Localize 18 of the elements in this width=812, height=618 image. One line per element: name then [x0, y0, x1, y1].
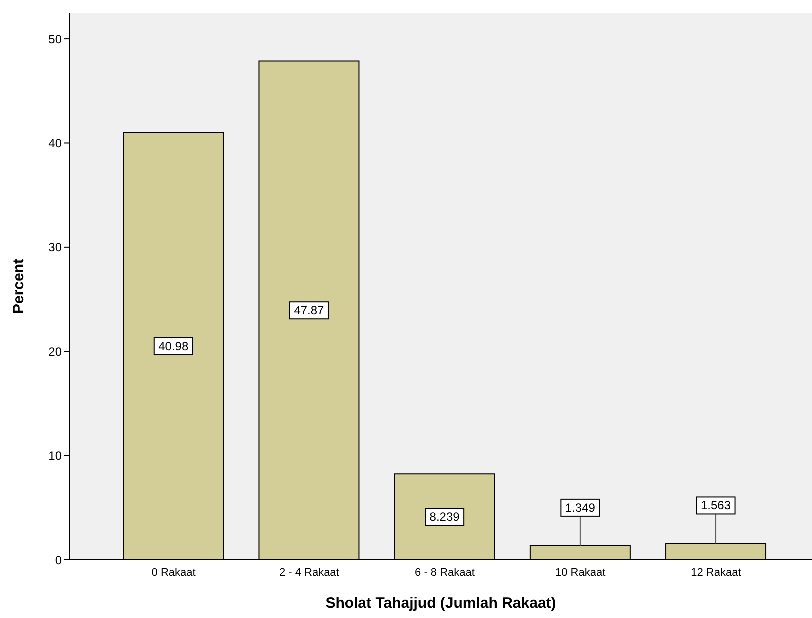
- y-tick-label: 50: [48, 32, 62, 46]
- data-label: 1.349: [565, 500, 596, 515]
- y-tick-label: 20: [48, 344, 62, 359]
- data-label: 8.239: [430, 510, 460, 524]
- y-tick-label: 0: [55, 553, 62, 568]
- x-tick-label: 6 - 8 Rakaat: [415, 566, 475, 579]
- x-tick-label: 0 Rakaat: [152, 566, 196, 579]
- y-axis-title: Percent: [10, 258, 28, 314]
- x-tick-label: 12 Rakaat: [691, 566, 742, 579]
- x-tick-label: 10 Rakaat: [556, 566, 606, 579]
- x-axis-title: Sholat Tahajjud (Jumlah Rakaat): [326, 595, 556, 612]
- y-tick-label: 40: [48, 136, 62, 150]
- data-label: 40.98: [158, 340, 189, 354]
- y-tick-label: 10: [48, 449, 62, 464]
- data-label: 47.87: [294, 304, 325, 318]
- data-label: 1.563: [701, 498, 732, 513]
- x-tick-label: 2 - 4 Rakaat: [279, 566, 340, 579]
- y-tick-label: 30: [48, 240, 62, 255]
